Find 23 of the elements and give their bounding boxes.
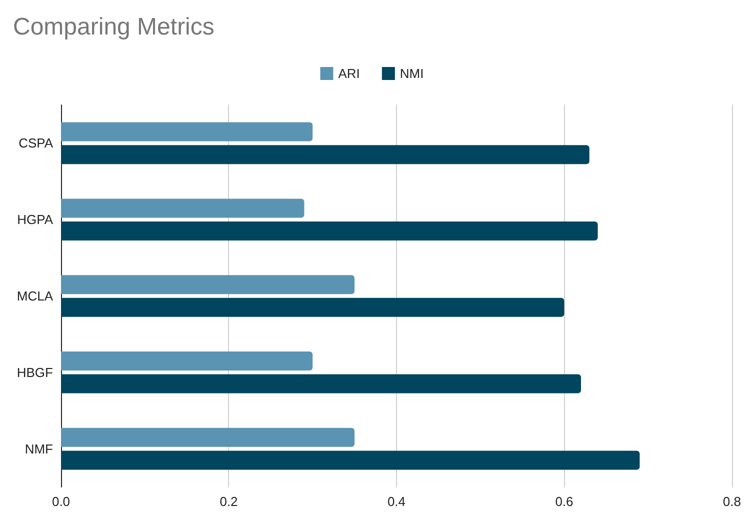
chart-title: Comparing Metrics xyxy=(13,14,214,40)
legend-label: NMI xyxy=(400,66,424,81)
y-tick-label: MCLA xyxy=(16,288,54,304)
bar xyxy=(61,275,355,294)
x-tick-label: 0.4 xyxy=(387,494,406,509)
legend-label: ARI xyxy=(338,66,360,81)
bar xyxy=(61,145,590,164)
x-tick-label: 0.8 xyxy=(722,494,742,509)
y-tick-label: HBGF xyxy=(16,364,54,380)
y-tick-label: HGPA xyxy=(17,212,54,228)
bar xyxy=(61,198,304,218)
bar xyxy=(61,122,313,142)
y-tick-label: CSPA xyxy=(18,136,54,151)
bar xyxy=(61,428,355,447)
bar xyxy=(61,352,313,370)
y-tick-label: NMF xyxy=(24,441,54,456)
bar xyxy=(61,450,640,470)
bar xyxy=(61,374,581,394)
x-tick-label: 0.2 xyxy=(220,494,238,509)
text: 0.0 xyxy=(52,494,70,509)
bar xyxy=(61,298,564,317)
bar xyxy=(61,222,598,240)
x-tick-label: 0.6 xyxy=(555,494,574,509)
